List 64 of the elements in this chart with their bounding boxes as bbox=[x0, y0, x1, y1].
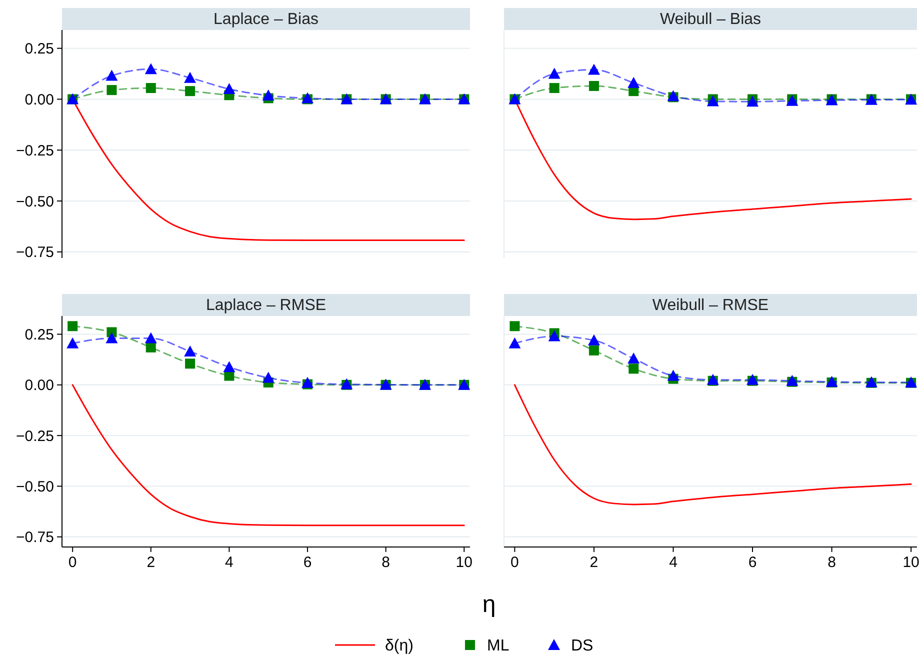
x-tick-label: 2 bbox=[146, 554, 156, 571]
y-tick-label: −0.50 bbox=[16, 193, 54, 210]
point bbox=[549, 83, 560, 94]
x-tick-label: 0 bbox=[510, 554, 519, 571]
x-tick-label: 6 bbox=[303, 554, 312, 571]
point bbox=[68, 321, 78, 332]
y-tick-label: −0.75 bbox=[16, 244, 54, 262]
point bbox=[184, 72, 196, 83]
point bbox=[106, 332, 118, 344]
point bbox=[224, 370, 234, 381]
chart-title: Weibull – RMSE bbox=[652, 297, 769, 314]
point bbox=[185, 86, 196, 96]
point bbox=[588, 345, 599, 356]
x-tick-label: 4 bbox=[669, 554, 678, 571]
x-tick-label: 10 bbox=[902, 554, 919, 571]
point bbox=[66, 337, 79, 348]
point bbox=[223, 83, 236, 94]
y-tick-label: 0.00 bbox=[24, 91, 54, 108]
point bbox=[146, 342, 156, 352]
chart-title: Weibull – Bias bbox=[660, 11, 762, 28]
point bbox=[262, 90, 274, 101]
point bbox=[106, 85, 117, 96]
legend-label: δ(η) bbox=[385, 638, 414, 655]
point bbox=[628, 352, 640, 364]
point bbox=[746, 96, 759, 107]
x-axis-title: η bbox=[482, 591, 496, 618]
x-tick-label: 0 bbox=[68, 554, 77, 571]
point bbox=[262, 372, 274, 383]
x-tick-label: 8 bbox=[828, 554, 836, 571]
point bbox=[146, 83, 156, 94]
point bbox=[548, 68, 560, 79]
point bbox=[548, 330, 560, 342]
point bbox=[106, 70, 118, 81]
point bbox=[588, 334, 600, 346]
y-tick-label: −0.75 bbox=[16, 529, 54, 546]
point bbox=[185, 358, 196, 369]
point bbox=[302, 376, 314, 388]
point bbox=[588, 64, 600, 75]
point bbox=[508, 337, 521, 348]
legend-label: DS bbox=[571, 638, 594, 655]
y-tick-label: 0.25 bbox=[24, 40, 54, 58]
point bbox=[667, 370, 680, 381]
y-tick-label: −0.25 bbox=[16, 428, 54, 445]
chart-title: Laplace – Bias bbox=[214, 11, 318, 28]
y-tick-label: −0.50 bbox=[16, 478, 54, 496]
point bbox=[628, 76, 640, 88]
point bbox=[144, 63, 157, 74]
chart-title: Laplace – RMSE bbox=[206, 297, 326, 314]
y-tick-label: −0.25 bbox=[16, 142, 54, 160]
point bbox=[588, 80, 599, 91]
legend-label: ML bbox=[487, 638, 510, 655]
y-tick-label: 0.25 bbox=[24, 326, 54, 344]
x-tick-label: 2 bbox=[590, 554, 598, 571]
point bbox=[510, 321, 520, 332]
x-tick-label: 6 bbox=[748, 554, 757, 571]
line-series bbox=[72, 384, 465, 526]
point bbox=[144, 332, 157, 344]
x-tick-label: 4 bbox=[225, 554, 234, 571]
point bbox=[184, 345, 196, 356]
x-tick-label: 8 bbox=[382, 554, 390, 571]
point bbox=[628, 364, 639, 374]
x-tick-label: 10 bbox=[456, 554, 472, 571]
y-tick-label: 0.00 bbox=[24, 377, 54, 394]
point bbox=[223, 361, 236, 372]
